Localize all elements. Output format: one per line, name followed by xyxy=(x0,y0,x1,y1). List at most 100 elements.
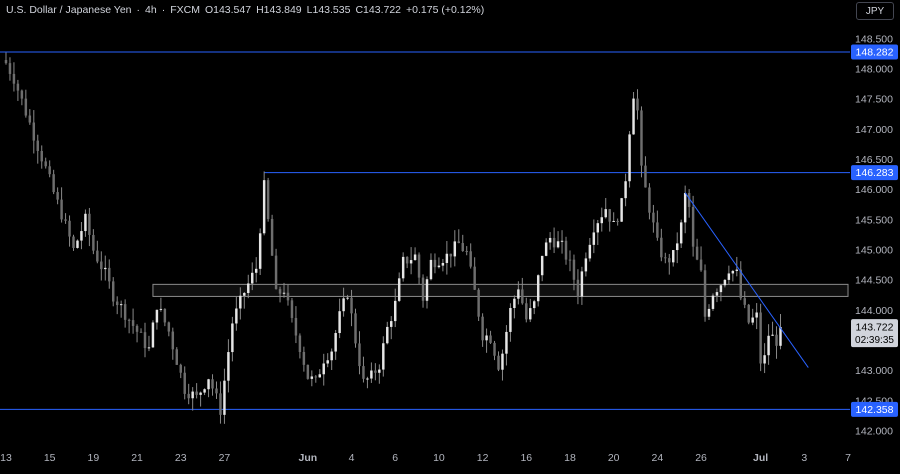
candle[interactable] xyxy=(318,369,321,378)
candle[interactable] xyxy=(104,255,107,281)
candle[interactable] xyxy=(497,351,500,372)
candle[interactable] xyxy=(699,246,703,272)
candle[interactable] xyxy=(258,228,262,276)
candle[interactable] xyxy=(139,328,143,333)
candle[interactable] xyxy=(731,269,735,282)
candle[interactable] xyxy=(568,250,572,272)
candle[interactable] xyxy=(453,230,457,267)
candle[interactable] xyxy=(100,251,103,281)
candle[interactable] xyxy=(310,370,314,387)
candle[interactable] xyxy=(771,321,774,336)
candle[interactable] xyxy=(16,79,20,101)
candle[interactable] xyxy=(477,288,480,322)
candle[interactable] xyxy=(536,274,540,307)
candle[interactable] xyxy=(326,353,329,368)
candle[interactable] xyxy=(755,303,758,330)
candle[interactable] xyxy=(612,212,615,222)
candle[interactable] xyxy=(68,215,71,247)
candle[interactable] xyxy=(354,308,357,348)
candle[interactable] xyxy=(501,349,504,381)
candle[interactable] xyxy=(672,250,675,267)
candle[interactable] xyxy=(664,252,667,264)
candle[interactable] xyxy=(616,218,619,226)
candle[interactable] xyxy=(163,308,167,327)
candle[interactable] xyxy=(322,353,325,386)
candle[interactable] xyxy=(513,295,516,319)
candle[interactable] xyxy=(564,236,568,265)
candle[interactable] xyxy=(282,282,286,298)
candle[interactable] xyxy=(207,378,210,398)
candle[interactable] xyxy=(167,321,171,337)
candle[interactable] xyxy=(533,299,536,315)
candle[interactable] xyxy=(56,187,59,205)
candle[interactable] xyxy=(481,313,484,347)
candle[interactable] xyxy=(445,241,449,275)
candle[interactable] xyxy=(624,173,627,207)
candle[interactable] xyxy=(362,356,365,383)
candle[interactable] xyxy=(123,299,127,328)
candle[interactable] xyxy=(652,204,655,233)
candle[interactable] xyxy=(390,316,393,340)
candle[interactable] xyxy=(711,293,715,311)
candle[interactable] xyxy=(80,222,83,250)
candle[interactable] xyxy=(378,364,381,384)
candle[interactable] xyxy=(382,336,385,377)
candle[interactable] xyxy=(44,157,47,169)
candle[interactable] xyxy=(171,327,175,360)
candle[interactable] xyxy=(338,298,341,339)
candle[interactable] xyxy=(668,253,671,275)
candle[interactable] xyxy=(155,309,159,330)
candle[interactable] xyxy=(489,330,492,344)
candle[interactable] xyxy=(405,256,409,269)
candle[interactable] xyxy=(346,294,349,301)
candle[interactable] xyxy=(48,160,51,178)
candle[interactable] xyxy=(560,230,564,254)
candle[interactable] xyxy=(374,363,377,381)
candle[interactable] xyxy=(270,214,274,256)
candle[interactable] xyxy=(660,228,663,262)
candle[interactable] xyxy=(425,276,429,309)
candle[interactable] xyxy=(608,208,611,232)
candle[interactable] xyxy=(525,297,528,323)
candle[interactable] xyxy=(751,308,754,326)
candle[interactable] xyxy=(219,381,222,424)
candle[interactable] xyxy=(111,277,115,307)
candle[interactable] xyxy=(342,287,345,317)
candle[interactable] xyxy=(552,227,556,254)
candle[interactable] xyxy=(457,229,461,244)
candle[interactable] xyxy=(588,237,592,262)
candle[interactable] xyxy=(648,183,651,220)
candle[interactable] xyxy=(175,347,179,365)
symbol-name[interactable]: U.S. Dollar / Japanese Yen xyxy=(6,4,132,16)
candle[interactable] xyxy=(695,238,699,261)
candle[interactable] xyxy=(294,306,298,344)
candle[interactable] xyxy=(473,257,476,290)
candle[interactable] xyxy=(254,257,258,283)
candle[interactable] xyxy=(115,296,119,315)
candle[interactable] xyxy=(401,252,405,282)
candle[interactable] xyxy=(350,289,353,327)
candle[interactable] xyxy=(262,171,266,236)
candle[interactable] xyxy=(159,297,163,312)
candle[interactable] xyxy=(302,346,306,372)
candle[interactable] xyxy=(529,298,532,323)
candle[interactable] xyxy=(143,322,147,358)
candle[interactable] xyxy=(592,219,596,254)
candle[interactable] xyxy=(286,284,290,306)
candle[interactable] xyxy=(183,366,186,400)
candle[interactable] xyxy=(393,288,397,328)
candle[interactable] xyxy=(691,195,695,257)
candle[interactable] xyxy=(92,229,95,255)
candle[interactable] xyxy=(596,219,600,246)
candle[interactable] xyxy=(211,374,214,396)
candle[interactable] xyxy=(429,253,433,281)
candle[interactable] xyxy=(656,210,659,241)
candle[interactable] xyxy=(239,287,242,320)
candle[interactable] xyxy=(644,156,647,188)
candle[interactable] xyxy=(135,324,139,343)
candle[interactable] xyxy=(580,266,584,305)
candle[interactable] xyxy=(24,89,28,118)
candle[interactable] xyxy=(437,257,441,269)
candle[interactable] xyxy=(687,189,691,218)
